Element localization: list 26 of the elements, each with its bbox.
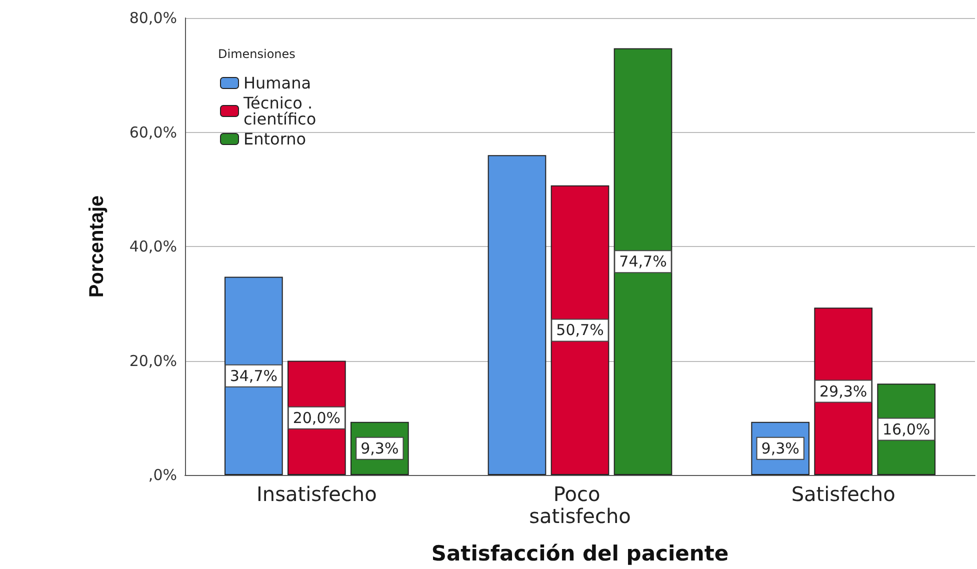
x-tick-label: Poco satisfecho [529,482,631,528]
bar [614,48,672,475]
data-label: 50,7% [556,321,604,340]
data-label: 16,0% [882,420,930,438]
y-tick-label: 80,0% [129,9,177,27]
legend-label: Humana [244,74,312,92]
data-label: 74,7% [619,252,667,271]
data-label: 9,3% [761,439,800,458]
data-label: 20,0% [292,408,340,427]
data-label: 9,3% [360,439,399,458]
y-tick-label: 60,0% [129,123,177,142]
legend-title: Dimensiones [218,47,296,61]
y-tick-label: 40,0% [129,238,177,256]
y-tick-label: ,0% [148,466,177,484]
bar [488,155,546,475]
y-tick-label: 20,0% [129,352,177,370]
x-tick-label: Satisfecho [791,482,896,506]
legend-label: Entorno [244,130,306,148]
legend-label: Técnico . científico [242,94,318,128]
bar [224,276,283,475]
bar [550,185,610,475]
data-label: 29,3% [820,382,868,400]
data-label: 34,7% [230,366,278,385]
x-axis-title: Satisfacción del paciente [431,542,729,566]
x-tick-label: Insatisfecho [256,482,377,506]
y-axis-title: Porcentaje [86,195,108,298]
